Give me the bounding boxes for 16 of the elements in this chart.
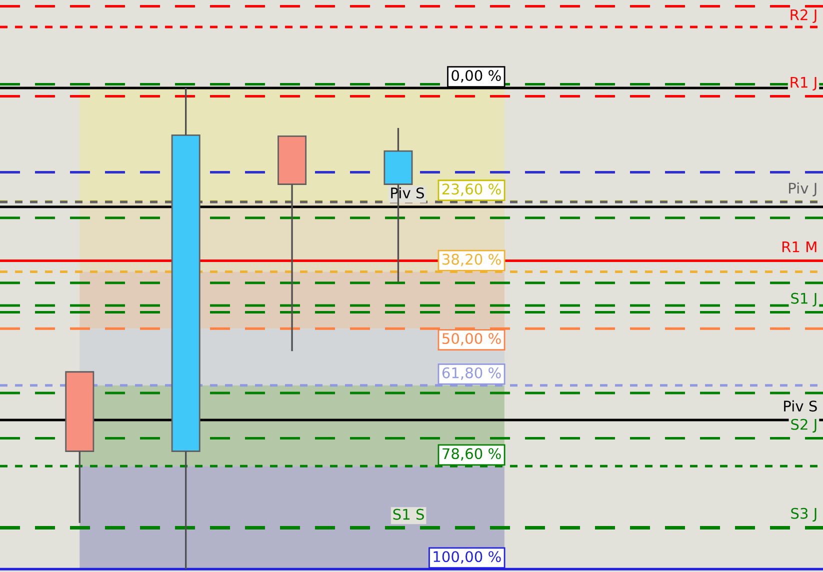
annotation: 0,00 % — [452, 70, 501, 83]
ref-line-label: S3 J — [791, 508, 816, 522]
ref-line-label: S2 J — [791, 418, 816, 433]
ref-line-label: Piv J — [789, 182, 816, 196]
annotation: 38,20 % — [442, 254, 501, 266]
annotation: 50,00 % — [442, 333, 501, 346]
ref-line-label: S1 J — [791, 292, 816, 307]
ref-line-label: R1 J — [790, 76, 816, 91]
annotation: 78,60 % — [442, 448, 501, 461]
ref-line-label: R1 M — [782, 242, 816, 252]
annotation: 23,60 % — [442, 184, 501, 196]
annotation: 100,00 % — [434, 551, 501, 564]
ref-line-label: S1 S — [393, 508, 424, 520]
ref-line-label: R2 J — [790, 9, 816, 24]
ref-line-label: Piv S — [784, 400, 817, 412]
annotation: 61,80 % — [442, 367, 501, 380]
